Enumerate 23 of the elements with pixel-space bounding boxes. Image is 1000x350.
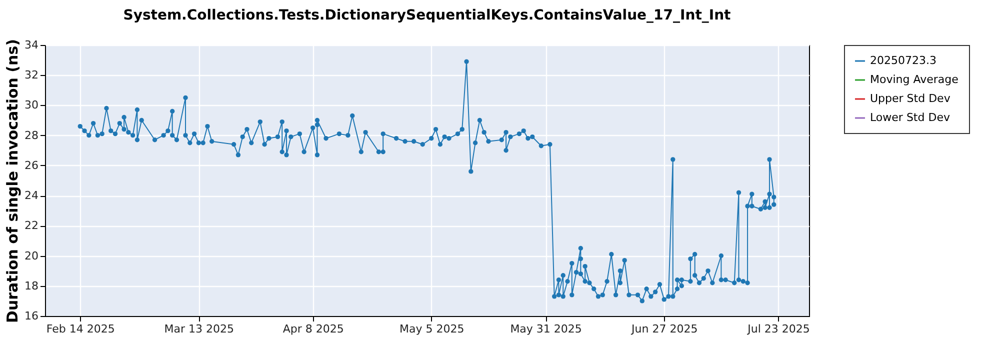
x-tick-label: Jul 23 2025 [746,322,810,336]
legend-label: Lower Std Dev [870,111,950,124]
legend-label: Moving Average [870,73,959,86]
x-tick-label: May 31 2025 [510,322,582,336]
x-tick-label: May 5 2025 [400,322,464,336]
y-tick-label: 28 [24,128,38,142]
x-tick-label: Mar 13 2025 [164,322,234,336]
legend-label: 20250723.3 [870,54,936,67]
y-tick-label: 34 [24,38,38,52]
legend-label: Upper Std Dev [870,92,951,105]
x-tick-label: Apr 8 2025 [282,322,344,336]
x-tick-label: Jun 27 2025 [630,322,698,336]
chart-title: System.Collections.Tests.DictionarySequentialKeys.ContainsValue_17_Int_Int [123,8,732,24]
y-tick-label: 22 [24,219,38,232]
y-axis-title: Duration of single invocation (ns) [4,39,22,323]
y-tick-label: 16 [24,310,38,322]
y-tick-label: 20 [24,249,38,262]
y-tick-label: 30 [24,98,38,112]
y-tick-label: 26 [24,158,38,172]
y-tick-label: 32 [24,68,38,82]
y-tick-label: 24 [24,189,38,202]
x-tick-label: Feb 14 2025 [46,322,115,336]
y-tick-label: 18 [24,279,38,292]
